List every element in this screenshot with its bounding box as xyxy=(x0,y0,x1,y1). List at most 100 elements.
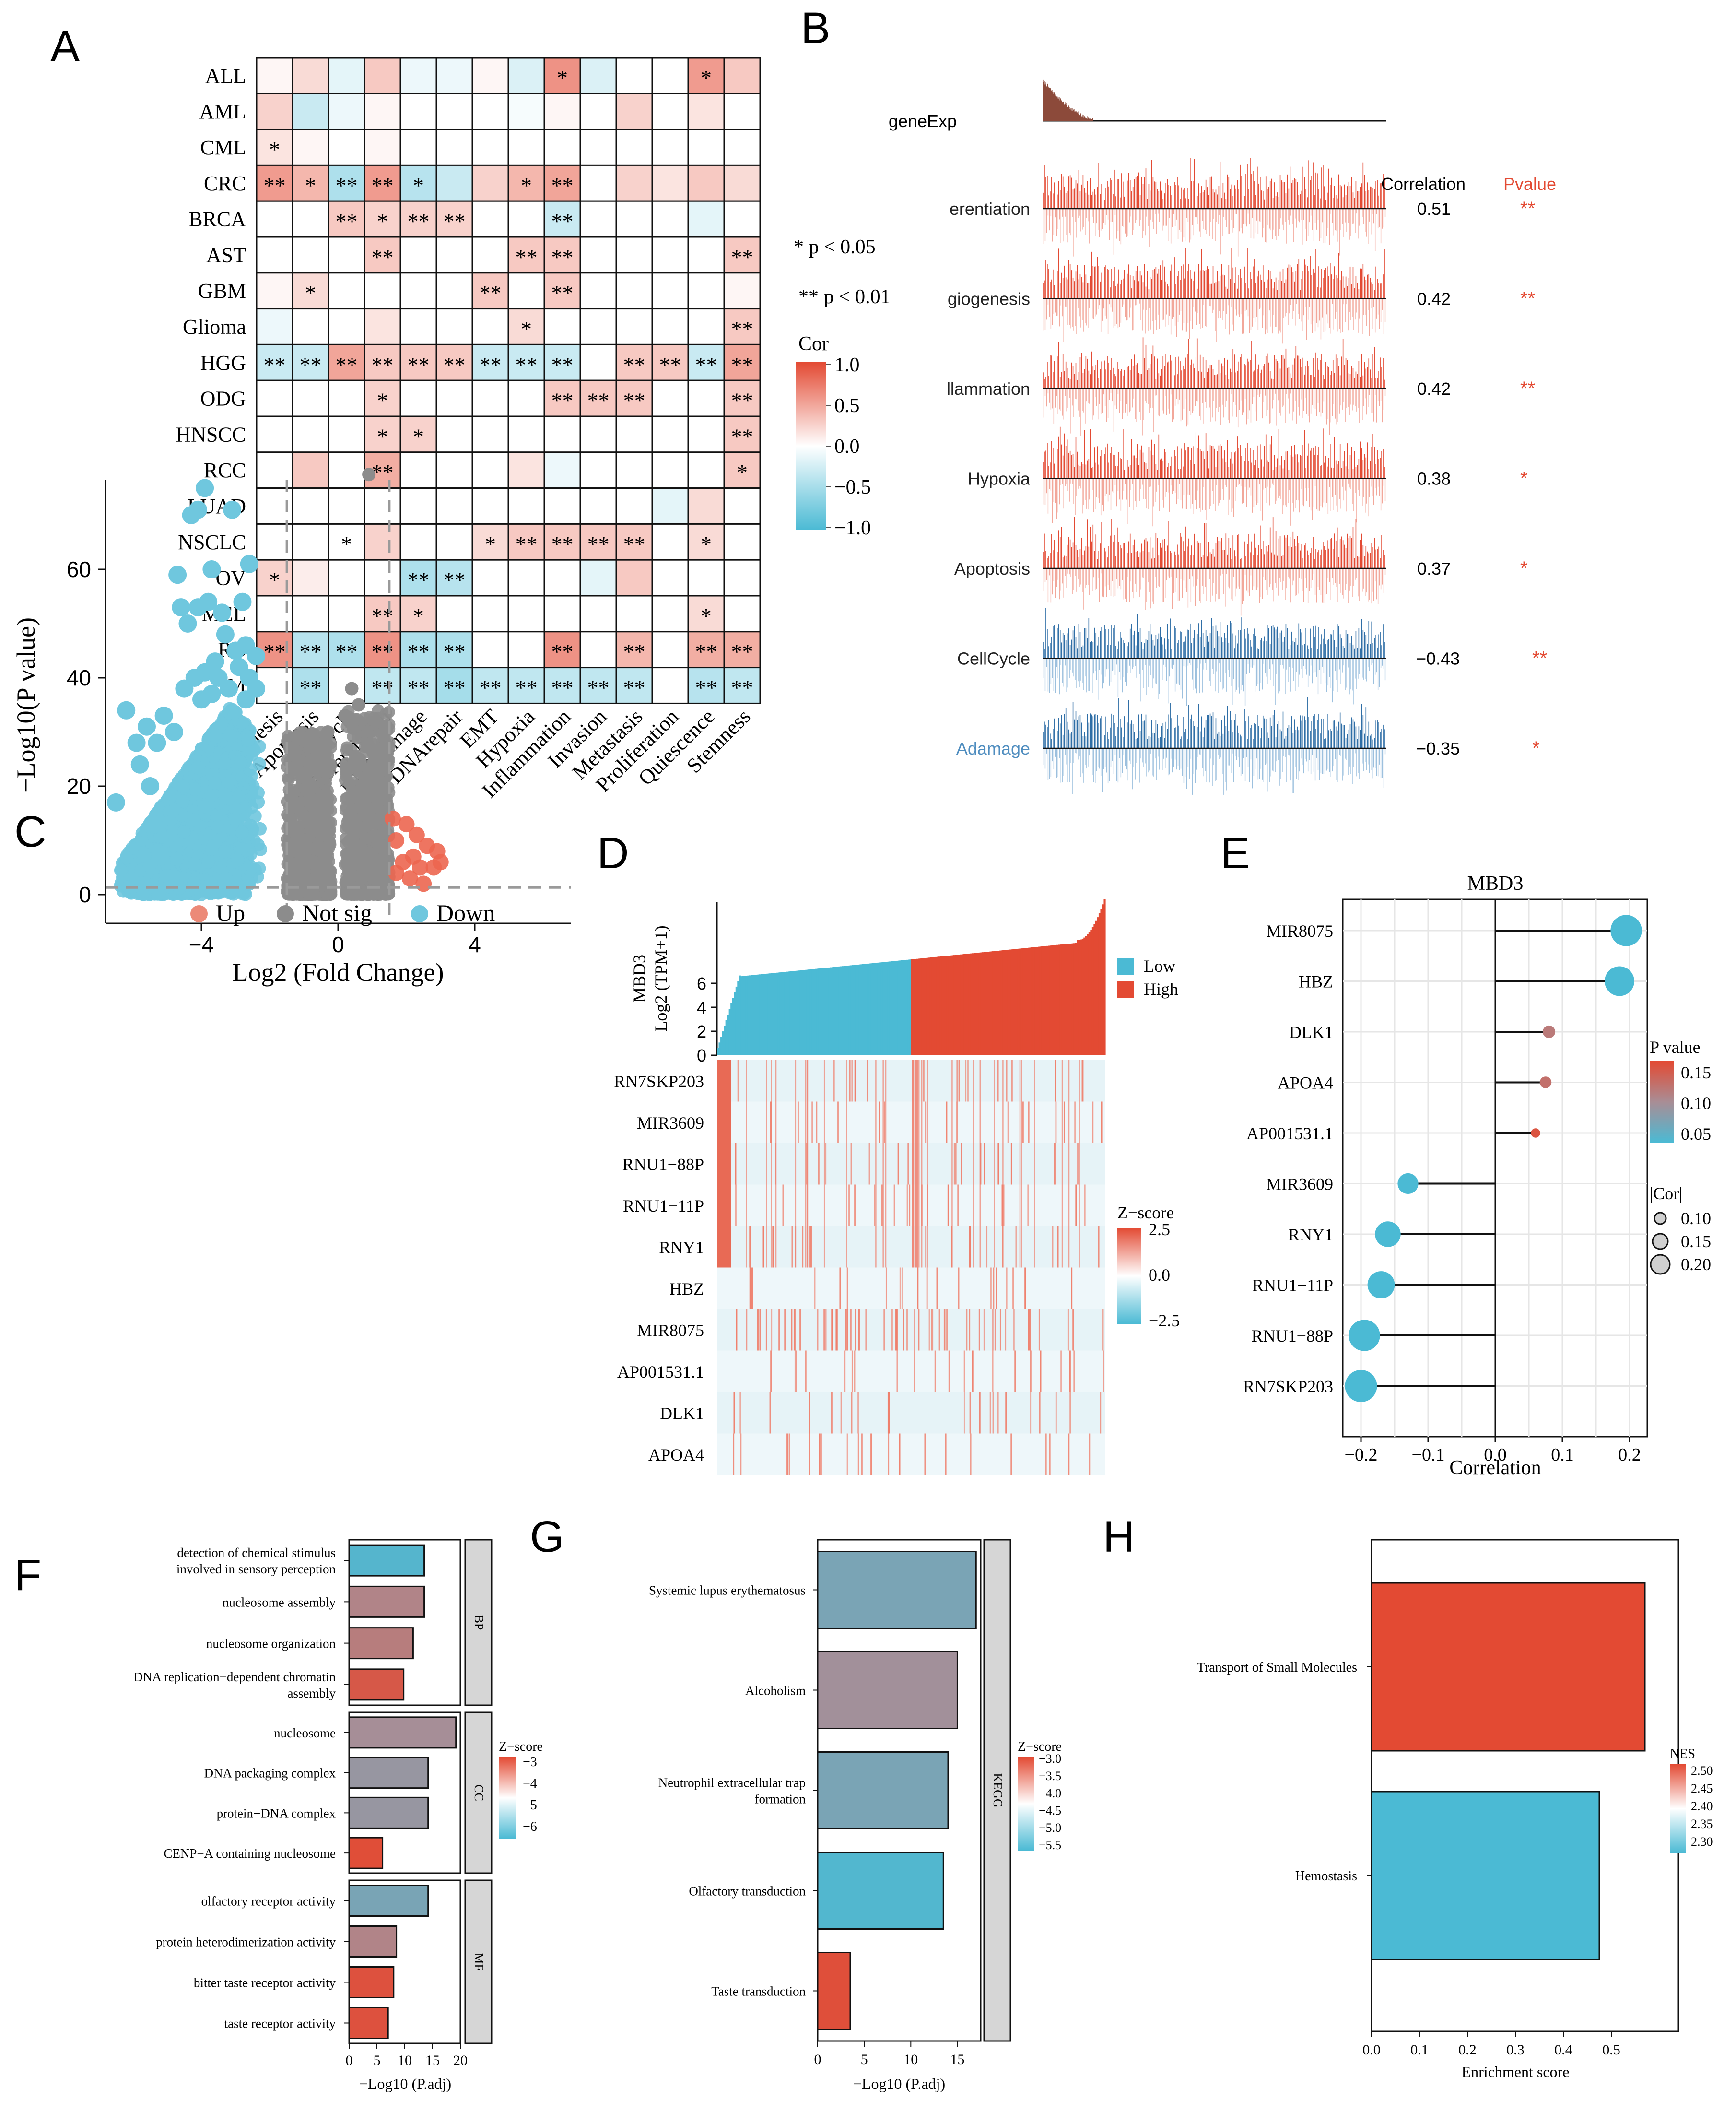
heatmap-cell xyxy=(579,57,617,94)
b-header-correlation: Correlation xyxy=(1381,174,1466,194)
heatmap-cell xyxy=(399,236,437,274)
heatmap-cell xyxy=(507,559,545,597)
significance-star: ** xyxy=(372,245,394,269)
heatmap-cell xyxy=(543,164,581,202)
heatmap-cell xyxy=(328,308,365,345)
significance-star: * xyxy=(701,603,712,628)
heatmap-cell xyxy=(507,57,545,94)
significance-star: * xyxy=(521,317,532,341)
heatmap-cell xyxy=(723,595,761,633)
heatmap-cell xyxy=(615,164,653,202)
significance-star: ** xyxy=(623,532,645,556)
b-track-correlation: 0.42 xyxy=(1417,379,1451,399)
heatmap-cell xyxy=(687,631,725,669)
heatmap-cell xyxy=(651,487,689,525)
heatmap-cell xyxy=(507,200,545,238)
significance-star: ** xyxy=(695,639,717,664)
row-label: ALL xyxy=(205,64,246,87)
heatmap-cell xyxy=(687,487,725,525)
significance-star: ** xyxy=(516,532,538,556)
heatmap-cell xyxy=(435,164,473,202)
significance-star: ** xyxy=(551,173,574,198)
heatmap-cell xyxy=(579,200,617,238)
heatmap-cell xyxy=(256,451,293,489)
heatmap-cell xyxy=(256,308,293,345)
row-label: AML xyxy=(199,100,246,123)
heatmap-cell xyxy=(615,667,653,704)
heatmap-cell xyxy=(507,667,545,704)
heatmap-cell xyxy=(507,451,545,489)
significance-star: ** xyxy=(408,209,430,234)
heatmap-cell xyxy=(399,631,437,669)
significance-star: ** xyxy=(300,353,322,377)
heatmap-cell xyxy=(687,272,725,310)
heatmap-cell xyxy=(292,487,329,525)
heatmap-cell xyxy=(507,595,545,633)
panel-letter-h: H xyxy=(1103,1512,1135,1561)
panel-letter-b: B xyxy=(801,4,830,53)
heatmap-cell xyxy=(364,200,401,238)
significance-star: ** xyxy=(551,209,574,234)
significance-star: ** xyxy=(480,353,502,377)
heatmap-cell xyxy=(651,451,689,489)
heatmap-cell xyxy=(723,451,761,489)
heatmap-cell xyxy=(651,93,689,130)
heatmap-cell xyxy=(579,451,617,489)
significance-star: * xyxy=(269,137,280,162)
heatmap-cell xyxy=(615,559,653,597)
significance-star: ** xyxy=(551,532,574,556)
heatmap-cell xyxy=(687,200,725,238)
heatmap-cell xyxy=(364,523,401,561)
heatmap-cell xyxy=(687,129,725,166)
heatmap-cell xyxy=(471,415,509,453)
heatmap-cell xyxy=(687,343,725,381)
significance-star: ** xyxy=(372,353,394,377)
heatmap-cell xyxy=(543,308,581,345)
significance-star: ** xyxy=(551,389,574,413)
heatmap-cell xyxy=(723,236,761,274)
heatmap-cell xyxy=(579,164,617,202)
significance-star: ** xyxy=(408,675,430,700)
panel-b: geneExp Correlation Pvalue erentiation 0.… xyxy=(889,79,1556,795)
heatmap-cell xyxy=(579,343,617,381)
panel-letter-f: F xyxy=(14,1551,41,1600)
row-label: HGG xyxy=(200,351,246,375)
heatmap-cell xyxy=(723,308,761,345)
heatmap-cell xyxy=(651,415,689,453)
significance-star: ** xyxy=(516,245,538,269)
heatmap-cell xyxy=(723,631,761,669)
heatmap-cell xyxy=(651,308,689,345)
heatmap-cell xyxy=(292,631,329,669)
significance-star: * xyxy=(557,65,568,90)
heatmap-cell xyxy=(399,487,437,525)
significance-star: ** xyxy=(623,389,645,413)
heatmap-cell xyxy=(543,93,581,130)
heatmap-cell xyxy=(471,200,509,238)
heatmap-cell xyxy=(651,523,689,561)
heatmap-cell xyxy=(292,200,329,238)
significance-star: * xyxy=(269,568,280,592)
heatmap-cell xyxy=(615,200,653,238)
heatmap-cell xyxy=(328,667,365,704)
heatmap-cell xyxy=(435,236,473,274)
b-track-correlation: 0.51 xyxy=(1417,199,1451,219)
heatmap-cell xyxy=(651,379,689,417)
significance-star: ** xyxy=(587,532,610,556)
heatmap-cell xyxy=(579,272,617,310)
significance-star: ** xyxy=(695,675,717,700)
heatmap-cell xyxy=(543,129,581,166)
significance-star: ** xyxy=(731,424,753,448)
heatmap-cell xyxy=(471,129,509,166)
heatmap-cell xyxy=(399,93,437,130)
heatmap-cell xyxy=(615,631,653,669)
heatmap-cell xyxy=(399,451,437,489)
heatmap-cell xyxy=(364,308,401,345)
panel-letter-a: A xyxy=(50,22,80,71)
heatmap-cell xyxy=(364,236,401,274)
significance-star: ** xyxy=(444,353,466,377)
row-label: Glioma xyxy=(183,315,246,339)
significance-star: ** xyxy=(587,675,610,700)
heatmap-cell xyxy=(615,93,653,130)
heatmap-cell xyxy=(471,272,509,310)
row-label: RCC xyxy=(204,459,246,482)
